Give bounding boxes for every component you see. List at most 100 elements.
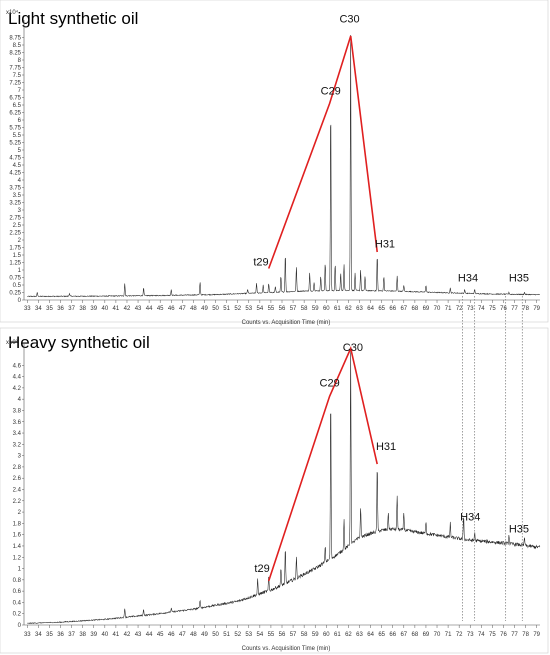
x-tick-label: 39: [90, 306, 97, 312]
y-tick-label: 3.2: [13, 442, 22, 448]
y-tick-label: 0.75: [9, 276, 21, 282]
x-axis-label: Counts vs. Acquisition Time (min): [242, 320, 331, 326]
x-tick-label: 42: [124, 306, 131, 312]
y-tick-label: 2.75: [9, 216, 21, 222]
x-tick-label: 69: [423, 306, 430, 312]
y-tick-label: 0.2: [13, 612, 22, 618]
x-tick-label: 57: [290, 306, 297, 312]
x-tick-label: 43: [135, 306, 142, 312]
x-tick-label: 77: [511, 632, 518, 638]
y-tick-label: 4.6: [13, 363, 22, 369]
x-tick-label: 78: [522, 306, 529, 312]
x-tick-label: 59: [312, 632, 319, 638]
y-tick-label: 1.5: [13, 253, 22, 259]
x-tick-label: 46: [168, 306, 175, 312]
x-tick-label: 55: [268, 306, 275, 312]
x-tick-label: 55: [268, 632, 275, 638]
peak-label-c30: C30: [343, 342, 363, 354]
chromatogram-trace: [27, 347, 541, 625]
x-tick-label: 51: [223, 306, 230, 312]
panel-title: Heavy synthetic oil: [8, 333, 150, 352]
y-tick-label: 4.4: [13, 375, 22, 381]
y-tick-label: 5.5: [13, 133, 22, 139]
x-tick-label: 52: [234, 306, 241, 312]
x-tick-label: 40: [101, 306, 108, 312]
x-tick-label: 67: [400, 632, 407, 638]
y-tick-label: 3.4: [13, 431, 22, 437]
y-tick-label: 3.25: [9, 201, 21, 207]
x-tick-label: 46: [168, 632, 175, 638]
x-tick-label: 74: [478, 306, 485, 312]
x-tick-label: 75: [489, 632, 496, 638]
y-tick-label: 3.75: [9, 186, 21, 192]
y-tick-label: 4: [18, 178, 22, 184]
trend-line: [267, 35, 378, 269]
y-tick-label: 1.75: [9, 246, 21, 252]
x-tick-label: 50: [212, 632, 219, 638]
x-tick-label: 70: [434, 632, 441, 638]
x-tick-label: 36: [57, 306, 64, 312]
x-tick-label: 34: [35, 632, 42, 638]
y-tick-label: 1.25: [9, 261, 21, 267]
x-tick-label: 49: [201, 632, 208, 638]
x-tick-label: 70: [434, 306, 441, 312]
x-tick-label: 47: [179, 632, 186, 638]
panel-heavy-synthetic-oil: Heavy synthetic oil x10³ Counts vs. Acqu…: [0, 327, 549, 654]
x-tick-label: 73: [467, 632, 474, 638]
x-tick-label: 67: [400, 306, 407, 312]
peak-label-t29: t29: [254, 563, 269, 575]
x-tick-label: 38: [79, 632, 86, 638]
trend-line: [267, 345, 378, 582]
y-tick-label: 6.5: [13, 103, 22, 109]
y-tick-label: 2.4: [13, 488, 22, 494]
x-tick-label: 72: [456, 632, 463, 638]
x-tick-label: 79: [533, 306, 540, 312]
peak-label-h35: H35: [509, 523, 529, 535]
y-tick-label: 5.75: [9, 126, 21, 132]
x-tick-label: 56: [279, 632, 286, 638]
y-tick-label: 4.5: [13, 163, 22, 169]
y-tick-label: 2: [18, 238, 22, 244]
y-tick-label: 3.6: [13, 420, 22, 426]
x-tick-label: 45: [157, 632, 164, 638]
y-tick-label: 2.25: [9, 231, 21, 237]
x-tick-label: 78: [522, 632, 529, 638]
y-tick-label: 5: [18, 148, 22, 154]
x-tick-label: 79: [533, 632, 540, 638]
y-tick-label: 3.8: [13, 408, 22, 414]
x-tick-label: 53: [245, 306, 252, 312]
x-tick-label: 48: [190, 632, 197, 638]
peak-label-c29: C29: [320, 378, 340, 390]
x-tick-label: 71: [445, 306, 452, 312]
x-tick-label: 62: [345, 632, 352, 638]
y-tick-label: 0.8: [13, 578, 22, 584]
x-tick-label: 66: [389, 306, 396, 312]
y-tick-label: 7: [18, 88, 22, 94]
x-tick-label: 65: [378, 632, 385, 638]
x-tick-label: 37: [68, 306, 75, 312]
x-tick-label: 61: [334, 306, 341, 312]
x-tick-label: 66: [389, 632, 396, 638]
x-tick-label: 58: [301, 306, 308, 312]
y-tick-label: 4.25: [9, 171, 21, 177]
x-tick-label: 53: [245, 632, 252, 638]
x-tick-label: 59: [312, 306, 319, 312]
x-axis-label: Counts vs. Acquisition Time (min): [242, 646, 331, 652]
x-tick-label: 51: [223, 632, 230, 638]
x-tick-label: 38: [79, 306, 86, 312]
x-tick-label: 54: [257, 306, 264, 312]
peak-label-t29: t29: [253, 257, 268, 269]
panel-border: [0, 327, 549, 654]
x-tick-label: 48: [190, 306, 197, 312]
y-tick-label: 1.4: [13, 544, 22, 550]
peak-label-h35: H35: [509, 272, 529, 284]
y-tick-label: 2.2: [13, 499, 22, 505]
x-tick-label: 40: [101, 632, 108, 638]
x-tick-label: 74: [478, 632, 485, 638]
x-tick-label: 71: [445, 632, 452, 638]
x-tick-label: 44: [146, 306, 153, 312]
y-scale-label: x10⁴: [6, 9, 19, 16]
y-tick-label: 1.2: [13, 555, 22, 561]
y-tick-label: 0.5: [13, 283, 22, 289]
x-tick-label: 50: [212, 306, 219, 312]
